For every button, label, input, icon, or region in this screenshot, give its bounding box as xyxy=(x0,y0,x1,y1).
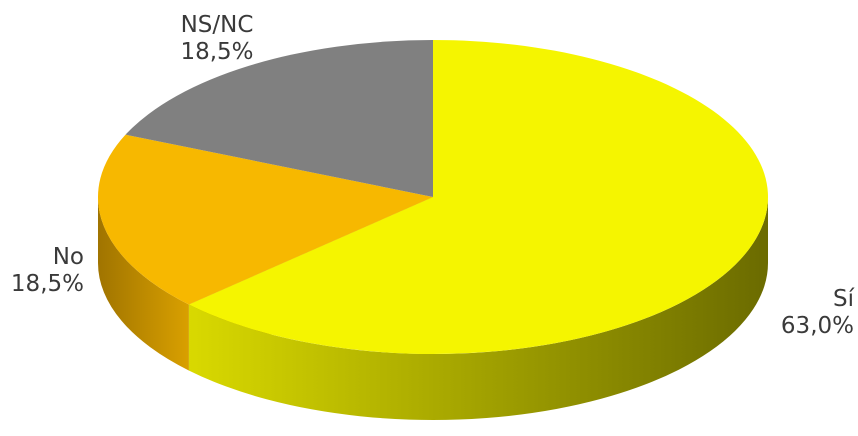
slice-name-nsnc: NS/NC xyxy=(180,12,254,38)
slice-value-nsnc: 18,5% xyxy=(180,39,254,65)
slice-s xyxy=(188,40,768,354)
slice-label-nsnc: NS/NC 18,5% xyxy=(152,12,282,66)
slice-label-si: Sí 63,0% xyxy=(760,286,854,340)
slice-side-s xyxy=(188,197,768,420)
slice-name-si: Sí xyxy=(833,286,854,312)
slice-side-no xyxy=(98,197,189,371)
slice-value-no: 18,5% xyxy=(10,271,84,297)
slice-no xyxy=(98,134,433,305)
slice-nsnc xyxy=(125,40,434,197)
slice-value-si: 63,0% xyxy=(780,313,854,339)
slice-name-no: No xyxy=(52,244,84,270)
slice-label-no: No 18,5% xyxy=(6,244,84,298)
